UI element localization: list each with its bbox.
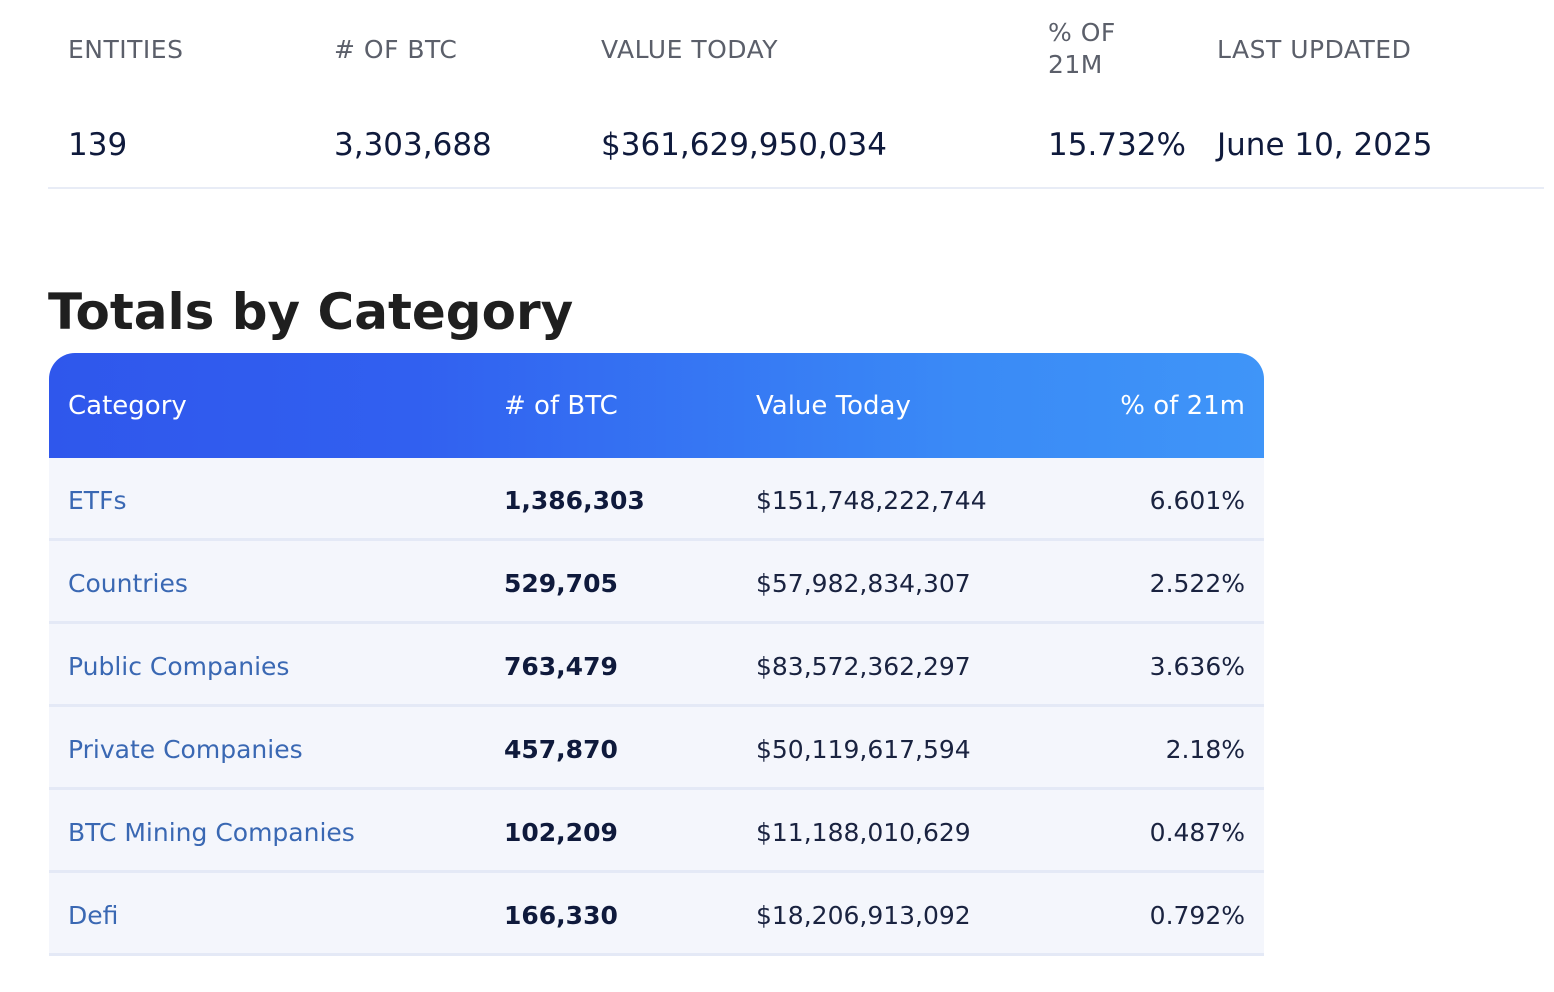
table-row: Defi 166,330 $18,206,913,092 0.792% — [49, 873, 1264, 956]
category-link[interactable]: BTC Mining Companies — [68, 818, 355, 847]
value-today: $18,206,913,092 — [756, 901, 971, 930]
stat-entities-value: 139 — [68, 127, 128, 163]
btc-amount: 1,386,303 — [504, 486, 645, 515]
value-today: $83,572,362,297 — [756, 652, 971, 681]
header-pct-of-21m[interactable]: % of 21m — [1120, 391, 1245, 421]
btc-amount: 763,479 — [504, 652, 618, 681]
table-row: Public Companies 763,479 $83,572,362,297… — [49, 624, 1264, 707]
header-btc[interactable]: # of BTC — [504, 391, 618, 421]
stat-pct-value: 15.732% — [1048, 127, 1186, 163]
table-row: Private Companies 457,870 $50,119,617,59… — [49, 707, 1264, 790]
category-link[interactable]: Defi — [68, 901, 119, 930]
summary-stats: ENTITIES 139 # OF BTC 3,303,688 VALUE TO… — [48, 0, 1544, 189]
stat-btc-value: 3,303,688 — [334, 127, 492, 163]
table-row: BTC Mining Companies 102,209 $11,188,010… — [49, 790, 1264, 873]
stat-updated-value: June 10, 2025 — [1217, 127, 1433, 163]
pct-of-21m: 0.487% — [1149, 818, 1245, 847]
category-table: Category # of BTC Value Today % of 21m E… — [49, 353, 1264, 956]
pct-of-21m: 2.522% — [1149, 569, 1245, 598]
value-today: $50,119,617,594 — [756, 735, 971, 764]
header-value-today[interactable]: Value Today — [756, 391, 911, 421]
header-category[interactable]: Category — [68, 391, 187, 421]
stat-value-today-value: $361,629,950,034 — [601, 127, 887, 163]
category-link[interactable]: Countries — [68, 569, 188, 598]
stat-value-today-label: VALUE TODAY — [601, 35, 779, 64]
pct-of-21m: 0.792% — [1149, 901, 1245, 930]
btc-amount: 166,330 — [504, 901, 618, 930]
stat-entities-label: ENTITIES — [68, 35, 184, 64]
table-row: Countries 529,705 $57,982,834,307 2.522% — [49, 541, 1264, 624]
pct-of-21m: 2.18% — [1165, 735, 1245, 764]
stat-updated-label: LAST UPDATED — [1217, 35, 1412, 64]
section-title: Totals by Category — [48, 283, 574, 341]
btc-amount: 102,209 — [504, 818, 618, 847]
value-today: $11,188,010,629 — [756, 818, 971, 847]
category-link[interactable]: Public Companies — [68, 652, 290, 681]
btc-amount: 457,870 — [504, 735, 618, 764]
value-today: $57,982,834,307 — [756, 569, 971, 598]
table-header: Category # of BTC Value Today % of 21m — [49, 353, 1264, 458]
btc-amount: 529,705 — [504, 569, 618, 598]
category-link[interactable]: Private Companies — [68, 735, 303, 764]
value-today: $151,748,222,744 — [756, 486, 987, 515]
table-row: ETFs 1,386,303 $151,748,222,744 6.601% — [49, 458, 1264, 541]
stat-pct-label: % OF 21M — [1048, 18, 1116, 79]
pct-of-21m: 6.601% — [1149, 486, 1245, 515]
category-link[interactable]: ETFs — [68, 486, 127, 515]
stat-btc-label: # OF BTC — [334, 35, 458, 64]
pct-of-21m: 3.636% — [1149, 652, 1245, 681]
